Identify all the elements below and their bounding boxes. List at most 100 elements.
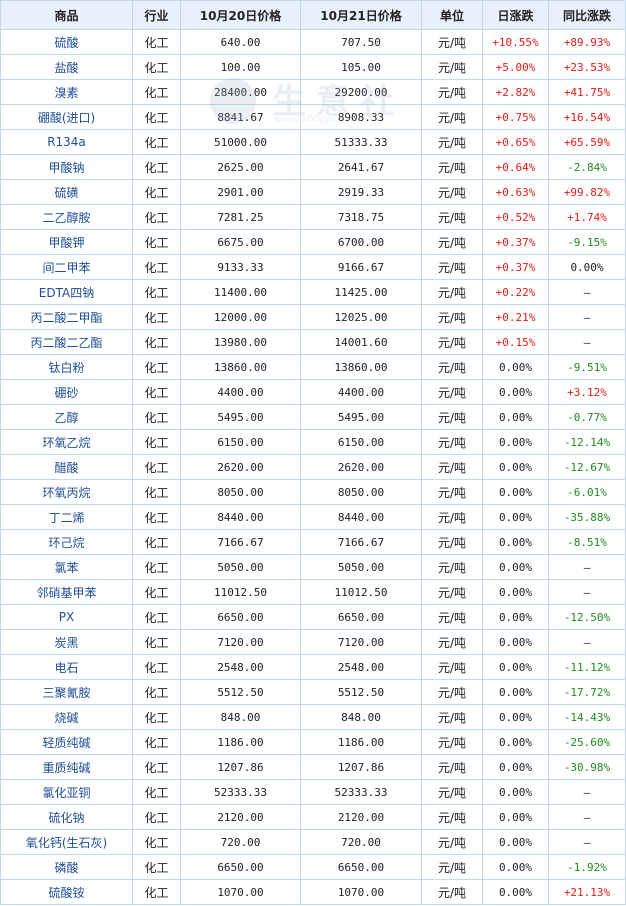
product-name-link[interactable]: 磷酸 bbox=[0, 854, 133, 880]
table-row: EDTA四钠 化工 11400.00 11425.00 元/吨 +0.22% — bbox=[0, 279, 626, 305]
price-oct21-cell: 12025.00 bbox=[300, 304, 422, 330]
product-name-link[interactable]: 轻质纯碱 bbox=[0, 729, 133, 755]
price-oct20-cell: 2620.00 bbox=[180, 454, 301, 480]
unit-cell: 元/吨 bbox=[421, 479, 483, 505]
price-oct21-cell: 8908.33 bbox=[300, 104, 422, 130]
table-row: PX 化工 6650.00 6650.00 元/吨 0.00% -12.50% bbox=[0, 604, 626, 630]
unit-cell: 元/吨 bbox=[421, 729, 483, 755]
price-oct20-cell: 6150.00 bbox=[180, 429, 301, 455]
price-oct20-cell: 640.00 bbox=[180, 29, 301, 55]
unit-cell: 元/吨 bbox=[421, 79, 483, 105]
product-name-link[interactable]: 氯苯 bbox=[0, 554, 133, 580]
unit-cell: 元/吨 bbox=[421, 204, 483, 230]
industry-cell: 化工 bbox=[132, 79, 181, 105]
daily-change-cell: 0.00% bbox=[482, 379, 549, 405]
price-oct21-cell: 4400.00 bbox=[300, 379, 422, 405]
product-name-link[interactable]: 醋酸 bbox=[0, 454, 133, 480]
product-name-link[interactable]: 盐酸 bbox=[0, 54, 133, 80]
product-name-link[interactable]: 甲酸钠 bbox=[0, 154, 133, 180]
yoy-change-cell: +1.74% bbox=[548, 204, 626, 230]
table-row: 重质纯碱 化工 1207.86 1207.86 元/吨 0.00% -30.98% bbox=[0, 754, 626, 780]
product-name-link[interactable]: 电石 bbox=[0, 654, 133, 680]
yoy-change-cell: -0.77% bbox=[548, 404, 626, 430]
product-name-link[interactable]: 环己烷 bbox=[0, 529, 133, 555]
industry-cell: 化工 bbox=[132, 729, 181, 755]
product-name-link[interactable]: 乙醇 bbox=[0, 404, 133, 430]
product-name-link[interactable]: 环氧丙烷 bbox=[0, 479, 133, 505]
product-name-link[interactable]: 烧碱 bbox=[0, 704, 133, 730]
price-oct20-cell: 6675.00 bbox=[180, 229, 301, 255]
unit-cell: 元/吨 bbox=[421, 504, 483, 530]
industry-cell: 化工 bbox=[132, 529, 181, 555]
price-oct21-cell: 11425.00 bbox=[300, 279, 422, 305]
product-name-link[interactable]: 氧化钙(生石灰) bbox=[0, 829, 133, 855]
daily-change-cell: 0.00% bbox=[482, 629, 549, 655]
yoy-change-cell: -11.12% bbox=[548, 654, 626, 680]
table-row: 磷酸 化工 6650.00 6650.00 元/吨 0.00% -1.92% bbox=[0, 854, 626, 880]
yoy-change-cell: +99.82% bbox=[548, 179, 626, 205]
price-oct20-cell: 11400.00 bbox=[180, 279, 301, 305]
price-oct21-cell: 11012.50 bbox=[300, 579, 422, 605]
product-name-link[interactable]: 硫酸铵 bbox=[0, 879, 133, 905]
product-name-link[interactable]: 邻硝基甲苯 bbox=[0, 579, 133, 605]
table-row: 氯苯 化工 5050.00 5050.00 元/吨 0.00% — bbox=[0, 554, 626, 580]
daily-change-cell: 0.00% bbox=[482, 579, 549, 605]
price-oct21-cell: 5495.00 bbox=[300, 404, 422, 430]
unit-cell: 元/吨 bbox=[421, 329, 483, 355]
price-oct20-cell: 8440.00 bbox=[180, 504, 301, 530]
price-oct20-cell: 4400.00 bbox=[180, 379, 301, 405]
price-oct21-cell: 7166.67 bbox=[300, 529, 422, 555]
product-name-link[interactable]: 重质纯碱 bbox=[0, 754, 133, 780]
industry-cell: 化工 bbox=[132, 779, 181, 805]
table-row: 环氧乙烷 化工 6150.00 6150.00 元/吨 0.00% -12.14% bbox=[0, 429, 626, 455]
product-name-link[interactable]: 氯化亚铜 bbox=[0, 779, 133, 805]
industry-cell: 化工 bbox=[132, 129, 181, 155]
table-row: 溴素 化工 28400.00 29200.00 元/吨 +2.82% +41.75% bbox=[0, 79, 626, 105]
product-name-link[interactable]: 环氧乙烷 bbox=[0, 429, 133, 455]
table-header-row: 商品 行业 10月20日价格 10月21日价格 单位 日涨跌 同比涨跌 bbox=[0, 0, 626, 30]
daily-change-cell: 0.00% bbox=[482, 479, 549, 505]
yoy-change-cell: -14.43% bbox=[548, 704, 626, 730]
product-name-link[interactable]: EDTA四钠 bbox=[0, 279, 133, 305]
product-name-link[interactable]: 硫酸 bbox=[0, 29, 133, 55]
price-oct21-cell: 51333.33 bbox=[300, 129, 422, 155]
industry-cell: 化工 bbox=[132, 304, 181, 330]
yoy-change-cell: -17.72% bbox=[548, 679, 626, 705]
unit-cell: 元/吨 bbox=[421, 229, 483, 255]
product-name-link[interactable]: 间二甲苯 bbox=[0, 254, 133, 280]
product-name-link[interactable]: 二乙醇胺 bbox=[0, 204, 133, 230]
daily-change-cell: +0.52% bbox=[482, 204, 549, 230]
price-oct21-cell: 29200.00 bbox=[300, 79, 422, 105]
yoy-change-cell: -35.88% bbox=[548, 504, 626, 530]
product-name-link[interactable]: 硫磺 bbox=[0, 179, 133, 205]
product-name-link[interactable]: 炭黑 bbox=[0, 629, 133, 655]
product-name-link[interactable]: 硼砂 bbox=[0, 379, 133, 405]
daily-change-cell: +0.64% bbox=[482, 154, 549, 180]
product-name-link[interactable]: PX bbox=[0, 604, 133, 630]
product-name-link[interactable]: 三聚氰胺 bbox=[0, 679, 133, 705]
price-oct21-cell: 8050.00 bbox=[300, 479, 422, 505]
industry-cell: 化工 bbox=[132, 329, 181, 355]
product-name-link[interactable]: 丁二烯 bbox=[0, 504, 133, 530]
product-name-link[interactable]: 丙二酸二乙酯 bbox=[0, 329, 133, 355]
product-name-link[interactable]: 甲酸钾 bbox=[0, 229, 133, 255]
product-name-link[interactable]: 溴素 bbox=[0, 79, 133, 105]
price-oct20-cell: 5495.00 bbox=[180, 404, 301, 430]
industry-cell: 化工 bbox=[132, 204, 181, 230]
price-oct20-cell: 6650.00 bbox=[180, 604, 301, 630]
industry-cell: 化工 bbox=[132, 429, 181, 455]
product-name-link[interactable]: R134a bbox=[0, 129, 133, 155]
price-oct20-cell: 7120.00 bbox=[180, 629, 301, 655]
price-oct21-cell: 7318.75 bbox=[300, 204, 422, 230]
yoy-change-cell: -12.67% bbox=[548, 454, 626, 480]
product-name-link[interactable]: 硼酸(进口) bbox=[0, 104, 133, 130]
product-name-link[interactable]: 丙二酸二甲酯 bbox=[0, 304, 133, 330]
daily-change-cell: 0.00% bbox=[482, 604, 549, 630]
price-oct21-cell: 707.50 bbox=[300, 29, 422, 55]
product-name-link[interactable]: 硫化钠 bbox=[0, 804, 133, 830]
price-oct20-cell: 100.00 bbox=[180, 54, 301, 80]
price-oct21-cell: 5050.00 bbox=[300, 554, 422, 580]
price-oct20-cell: 28400.00 bbox=[180, 79, 301, 105]
industry-cell: 化工 bbox=[132, 29, 181, 55]
product-name-link[interactable]: 钛白粉 bbox=[0, 354, 133, 380]
